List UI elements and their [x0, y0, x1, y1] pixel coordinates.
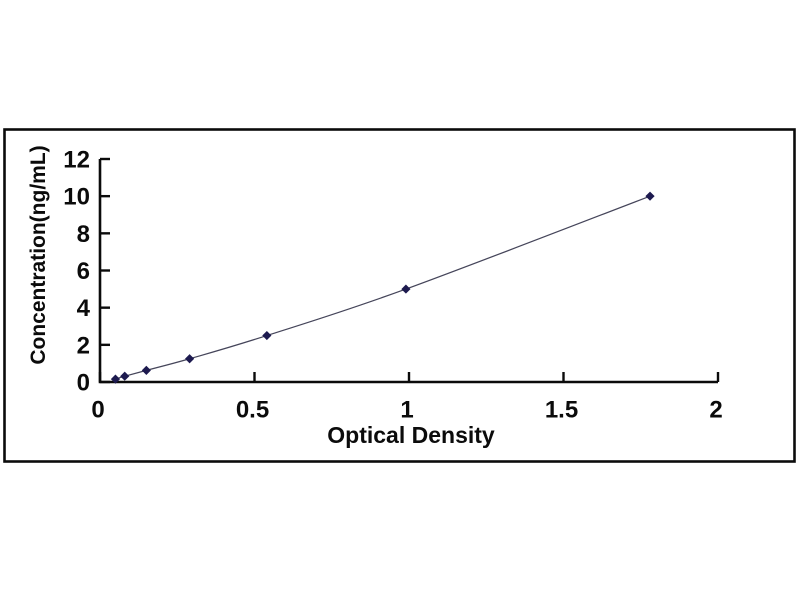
x-tick-label: 1 [400, 397, 413, 424]
axis-lines [98, 159, 718, 384]
y-tick-label: 0 [77, 370, 90, 397]
data-point-markers [110, 191, 655, 384]
data-point-diamond [262, 330, 272, 341]
x-tick-label: 2 [709, 397, 722, 424]
x-axis-title: Optical Density [327, 422, 495, 448]
data-point-diamond [141, 365, 151, 375]
data-point-diamond [401, 284, 411, 294]
data-point-diamond [185, 354, 195, 364]
data-point-diamond [120, 371, 130, 381]
y-tick-label: 12 [63, 147, 90, 174]
y-tick-label: 2 [77, 332, 90, 359]
y-tick-label: 10 [63, 184, 90, 211]
y-tick-label: 8 [77, 221, 90, 248]
chart-frame [3, 128, 796, 463]
x-tick-label: 0.5 [236, 397, 269, 424]
data-point-diamond [110, 374, 121, 384]
standard-curve-line [115, 195, 651, 380]
y-axis-title: Concentration(ng/mL) [27, 145, 50, 364]
y-tick-label: 6 [77, 258, 90, 285]
axis-ticks [98, 157, 720, 384]
data-point-diamond [645, 191, 655, 201]
axis-tick-labels: 0 0.5 1 1.5 2 0 2 4 6 8 10 12 [63, 147, 722, 424]
y-tick-label: 4 [77, 295, 91, 322]
x-tick-label: 0 [91, 397, 104, 424]
x-tick-label: 1.5 [545, 397, 578, 424]
